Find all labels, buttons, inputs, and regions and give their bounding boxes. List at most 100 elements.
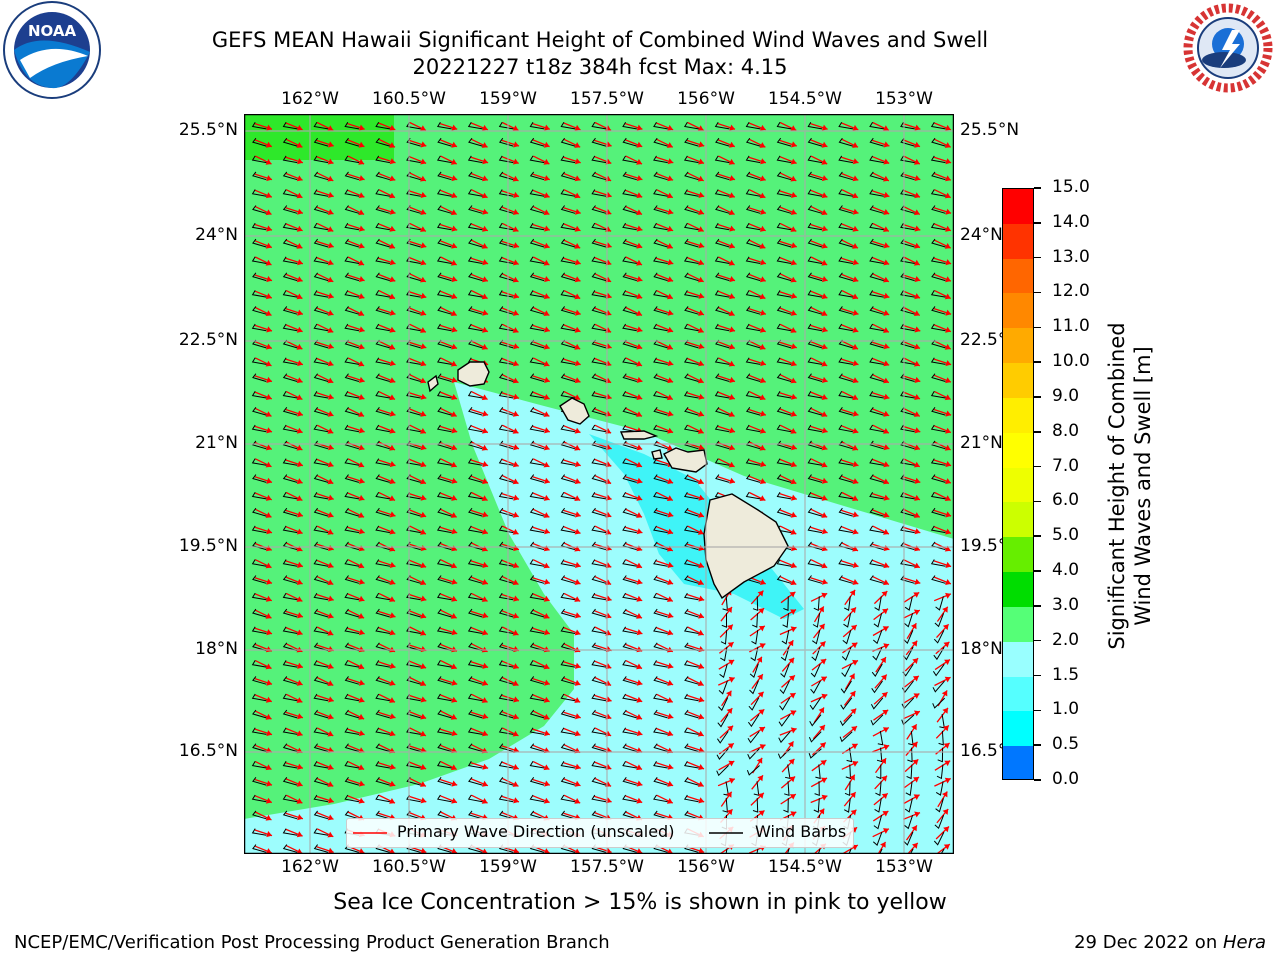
wind-barb (745, 391, 761, 399)
wind-barb (622, 575, 637, 584)
wave-direction-arrowhead (513, 494, 519, 501)
wave-direction-arrowhead (266, 276, 272, 283)
wave-direction-arrowhead (667, 410, 674, 417)
wind-barb (498, 171, 514, 181)
wind-barb (529, 709, 545, 719)
wave-direction-arrowhead (821, 310, 828, 316)
wave-direction-arrowhead (636, 477, 643, 484)
colorbar (1002, 188, 1034, 780)
wind-barb (591, 406, 607, 416)
wind-barb (653, 440, 668, 450)
wave-direction-arrowhead (389, 461, 396, 468)
wind-barb (282, 189, 298, 197)
wind-barb (282, 507, 298, 517)
wave-direction-arrowhead (543, 192, 550, 199)
wave-direction-arrowhead (450, 209, 457, 216)
wave-direction-arrowhead (821, 562, 828, 569)
wave-direction-arrowhead (912, 658, 919, 664)
wind-barb (622, 238, 637, 248)
wind-barb (313, 256, 329, 264)
wind-barb (375, 440, 390, 450)
wind-barb (904, 798, 913, 813)
wind-barb (560, 290, 576, 298)
wind-barb (714, 424, 730, 433)
wave-direction-arrowhead (697, 276, 704, 283)
wave-direction-arrowhead (913, 209, 920, 216)
wind-barb (282, 575, 298, 584)
wave-direction-arrowhead (883, 276, 889, 283)
wave-direction-arrowhead (636, 124, 643, 131)
wind-barb (838, 121, 853, 130)
wave-direction-arrowhead (265, 209, 272, 216)
colorbar-tick-label: 7.0 (1052, 455, 1080, 476)
wind-barb (838, 575, 853, 584)
lat-tick-right: 16.5°N (960, 741, 1002, 761)
wave-direction-arrowhead (296, 831, 303, 838)
footer-organization: NCEP/EMC/Verification Post Processing Pr… (14, 932, 610, 953)
wave-direction-arrowhead (791, 444, 797, 451)
wave-direction-arrowhead (945, 259, 952, 266)
wave-direction-arrowhead (729, 326, 735, 333)
wave-direction-arrowhead (481, 545, 488, 552)
wind-barb (714, 121, 730, 130)
wave-direction-arrowhead (729, 293, 735, 300)
wave-direction-arrowhead (759, 243, 766, 249)
wind-barb (313, 306, 329, 315)
wind-barb (251, 458, 267, 466)
wave-direction-arrowhead (451, 595, 457, 602)
wave-direction-arrowhead (482, 679, 488, 686)
wind-barb (841, 663, 852, 678)
wave-direction-arrowhead (883, 511, 890, 518)
wind-barb (529, 256, 545, 264)
wave-direction-arrowhead (482, 410, 489, 417)
colorbar-cell (1003, 189, 1033, 225)
wave-direction-arrowhead (512, 511, 519, 518)
wave-direction-arrowhead (389, 730, 396, 737)
nws-logo (1176, 0, 1280, 100)
wave-direction-arrowhead (852, 192, 858, 199)
wind-barb (776, 491, 792, 500)
wave-direction-arrowhead (852, 124, 859, 131)
wave-direction-arrowhead (265, 696, 272, 703)
wind-barb (498, 391, 514, 399)
wind-barb (622, 541, 637, 551)
wave-direction-arrowhead (666, 495, 673, 501)
wind-barb (468, 440, 483, 450)
wind-barb (783, 596, 789, 612)
wave-direction-arrowhead (543, 494, 550, 501)
wind-barb (900, 171, 915, 181)
wind-barb (715, 238, 730, 248)
wave-direction-arrowhead (821, 477, 828, 484)
wind-barb (844, 781, 851, 797)
wind-barb (900, 155, 915, 164)
wave-direction-arrowhead (327, 309, 334, 316)
lat-tick-right: 22.5°N (960, 330, 1002, 350)
wave-direction-arrowhead (450, 411, 457, 417)
wind-barb (776, 507, 792, 517)
wind-barb (718, 680, 728, 695)
wave-direction-arrowhead (791, 494, 797, 501)
wave-direction-arrowhead (698, 595, 705, 602)
wave-direction-arrowhead (451, 192, 457, 199)
wave-direction-arrowhead (543, 663, 550, 670)
wind-barb (375, 272, 390, 282)
wind-barb (498, 424, 514, 433)
wave-direction-arrowhead (297, 713, 303, 720)
wind-barb (714, 189, 730, 197)
wind-barb (498, 155, 514, 164)
wind-barb (529, 626, 545, 634)
wind-barb (468, 137, 483, 147)
wind-barb (282, 222, 298, 231)
wind-barb (900, 205, 915, 214)
wind-barb (591, 306, 607, 315)
wave-direction-arrowhead (728, 310, 735, 316)
wave-direction-arrowhead (358, 175, 365, 182)
wind-barb (715, 373, 730, 382)
wind-barb (936, 764, 944, 780)
wave-direction-arrowhead (513, 292, 519, 299)
wind-barb (591, 424, 607, 433)
wave-direction-arrowhead (821, 124, 828, 131)
wave-direction-arrowhead (512, 309, 519, 316)
wind-barb (838, 256, 853, 264)
wave-direction-arrowhead (482, 225, 488, 232)
